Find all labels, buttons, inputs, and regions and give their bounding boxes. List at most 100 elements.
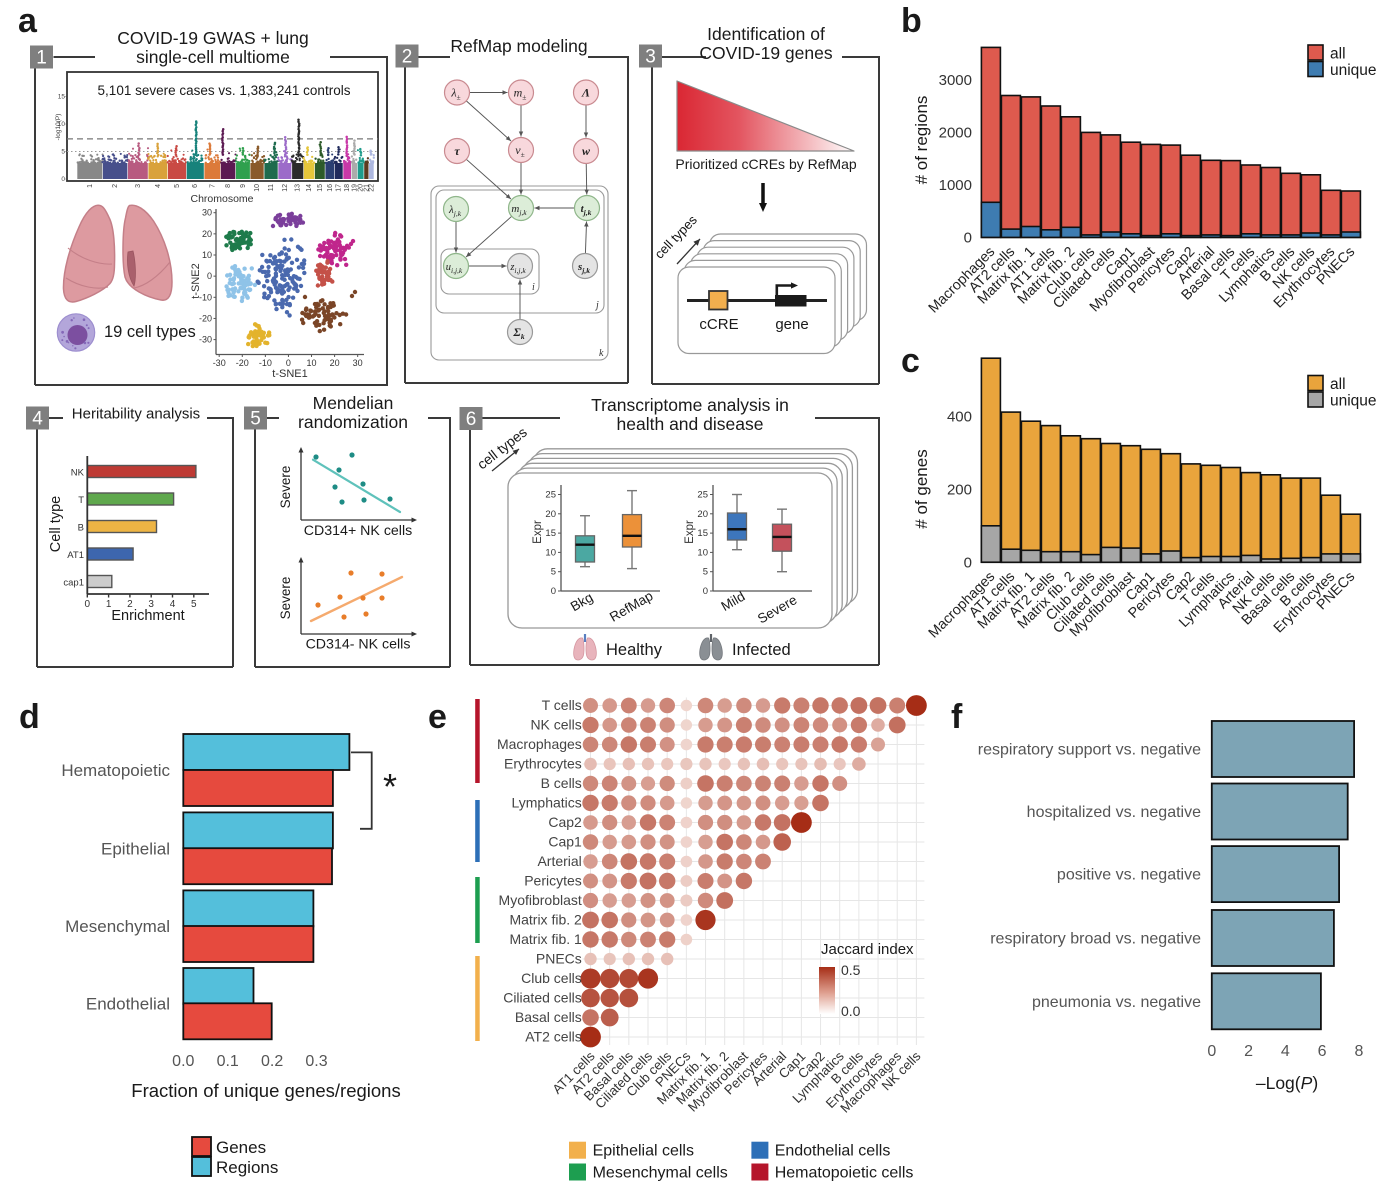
svg-text:Cell type: Cell type [48, 496, 64, 552]
svg-text:2: 2 [112, 184, 119, 188]
svg-text:Matrix fib. 1: Matrix fib. 1 [509, 931, 582, 947]
svg-text:k: k [599, 348, 604, 359]
svg-text:cap1: cap1 [63, 578, 84, 589]
svg-text:5: 5 [191, 599, 197, 610]
svg-text:RefMap modeling: RefMap modeling [450, 36, 587, 56]
svg-text:0: 0 [964, 229, 972, 246]
svg-text:# of regions: # of regions [912, 96, 931, 185]
svg-text:f: f [951, 698, 963, 736]
svg-text:0.1: 0.1 [217, 1053, 239, 1070]
svg-text:Macrophages: Macrophages [497, 736, 582, 752]
svg-text:NK cells: NK cells [530, 717, 581, 733]
svg-text:14: 14 [306, 184, 313, 192]
svg-text:λj,k: λj,k [448, 204, 462, 218]
svg-text:-10: -10 [259, 358, 272, 368]
svg-text:gene: gene [775, 316, 808, 333]
svg-text:16: 16 [327, 184, 334, 192]
svg-text:-10: -10 [199, 292, 212, 302]
svg-text:0: 0 [703, 586, 708, 597]
svg-text:6: 6 [1318, 1043, 1327, 1060]
svg-text:Matrix fib. 2: Matrix fib. 2 [509, 912, 582, 928]
svg-text:Mesenchymal cells: Mesenchymal cells [593, 1165, 728, 1182]
svg-text:21: 21 [363, 184, 370, 192]
svg-text:Myofibroblast: Myofibroblast [499, 892, 582, 908]
svg-text:20: 20 [330, 358, 340, 368]
svg-text:25: 25 [697, 490, 708, 501]
svg-text:Basal cells: Basal cells [515, 1009, 582, 1025]
svg-text:Lymphatics: Lymphatics [512, 795, 582, 811]
svg-text:respiratory broad vs. negative: respiratory broad vs. negative [990, 931, 1201, 948]
svg-text:11: 11 [268, 184, 275, 191]
svg-text:v±: v± [515, 143, 524, 159]
svg-text:3: 3 [148, 599, 154, 610]
svg-text:Ciliated cells: Ciliated cells [503, 990, 582, 1006]
svg-text:i: i [532, 282, 535, 293]
svg-text:Enrichment: Enrichment [111, 608, 184, 624]
svg-text:Fraction of unique genes/regio: Fraction of unique genes/regions [131, 1080, 400, 1101]
svg-text:0.3: 0.3 [305, 1053, 327, 1070]
svg-text:10: 10 [545, 547, 556, 558]
svg-text:Epithelial cells: Epithelial cells [593, 1143, 694, 1160]
svg-text:Regions: Regions [216, 1158, 278, 1177]
svg-text:5: 5 [703, 567, 708, 578]
svg-text:5: 5 [250, 409, 261, 430]
svg-text:ui,j,k: ui,j,k [446, 262, 463, 275]
svg-text:AT2 cells: AT2 cells [525, 1029, 582, 1045]
svg-text:1: 1 [87, 184, 94, 188]
svg-text:a: a [18, 2, 38, 40]
svg-text:10: 10 [307, 358, 317, 368]
svg-text:2000: 2000 [939, 124, 972, 141]
svg-text:10: 10 [254, 184, 261, 192]
svg-text:d: d [19, 698, 40, 736]
svg-text:e: e [428, 698, 447, 736]
svg-text:6: 6 [466, 409, 477, 430]
svg-text:19 cell types: 19 cell types [104, 323, 196, 341]
svg-text:5: 5 [61, 149, 65, 156]
svg-text:2: 2 [402, 47, 413, 68]
svg-text:Identification of: Identification of [707, 24, 825, 44]
svg-text:Endothelial cells: Endothelial cells [775, 1143, 891, 1160]
svg-text:3: 3 [645, 47, 656, 68]
svg-text:Genes: Genes [216, 1138, 266, 1157]
svg-text:1: 1 [106, 599, 112, 610]
svg-text:Severe: Severe [278, 466, 293, 509]
svg-text:22: 22 [368, 184, 375, 192]
svg-text:c: c [901, 342, 920, 380]
svg-text:4: 4 [32, 409, 43, 430]
svg-text:8: 8 [1354, 1043, 1363, 1060]
svg-text:B: B [78, 523, 84, 534]
svg-text:mj,k: mj,k [511, 203, 527, 217]
svg-text:all: all [1330, 376, 1346, 393]
svg-text:Hematopoietic cells: Hematopoietic cells [775, 1165, 914, 1182]
svg-text:Λ: Λ [581, 86, 590, 100]
svg-text:τ: τ [454, 144, 460, 158]
svg-text:cCRE: cCRE [699, 316, 738, 333]
svg-text:B cells: B cells [541, 775, 582, 791]
svg-text:20: 20 [697, 509, 708, 520]
svg-text:λ±: λ± [450, 86, 460, 102]
svg-text:0.0: 0.0 [841, 1003, 861, 1019]
svg-text:15: 15 [697, 528, 708, 539]
svg-text:# of genes: # of genes [912, 449, 931, 528]
svg-text:*: * [383, 766, 397, 807]
svg-text:400: 400 [947, 409, 972, 426]
svg-text:Epithelial: Epithelial [101, 839, 170, 858]
svg-text:-20: -20 [199, 313, 212, 323]
svg-text:13: 13 [295, 184, 302, 192]
svg-text:-20: -20 [236, 358, 249, 368]
svg-text:-30: -30 [199, 335, 212, 345]
svg-text:19: 19 [351, 184, 358, 192]
svg-text:18: 18 [344, 184, 351, 192]
svg-text:positive vs. negative: positive vs. negative [1057, 867, 1201, 884]
svg-text:health and disease: health and disease [617, 414, 764, 434]
svg-text:T: T [78, 495, 84, 506]
svg-text:Pericytes: Pericytes [524, 873, 582, 889]
svg-text:0.5: 0.5 [841, 962, 861, 978]
svg-text:5: 5 [551, 567, 556, 578]
svg-text:Expr: Expr [532, 520, 544, 544]
svg-text:Heritability analysis: Heritability analysis [72, 406, 200, 423]
svg-text:w: w [582, 144, 591, 158]
svg-text:Chromosome: Chromosome [190, 193, 253, 205]
svg-text:2: 2 [1244, 1043, 1253, 1060]
svg-text:0: 0 [85, 599, 91, 610]
